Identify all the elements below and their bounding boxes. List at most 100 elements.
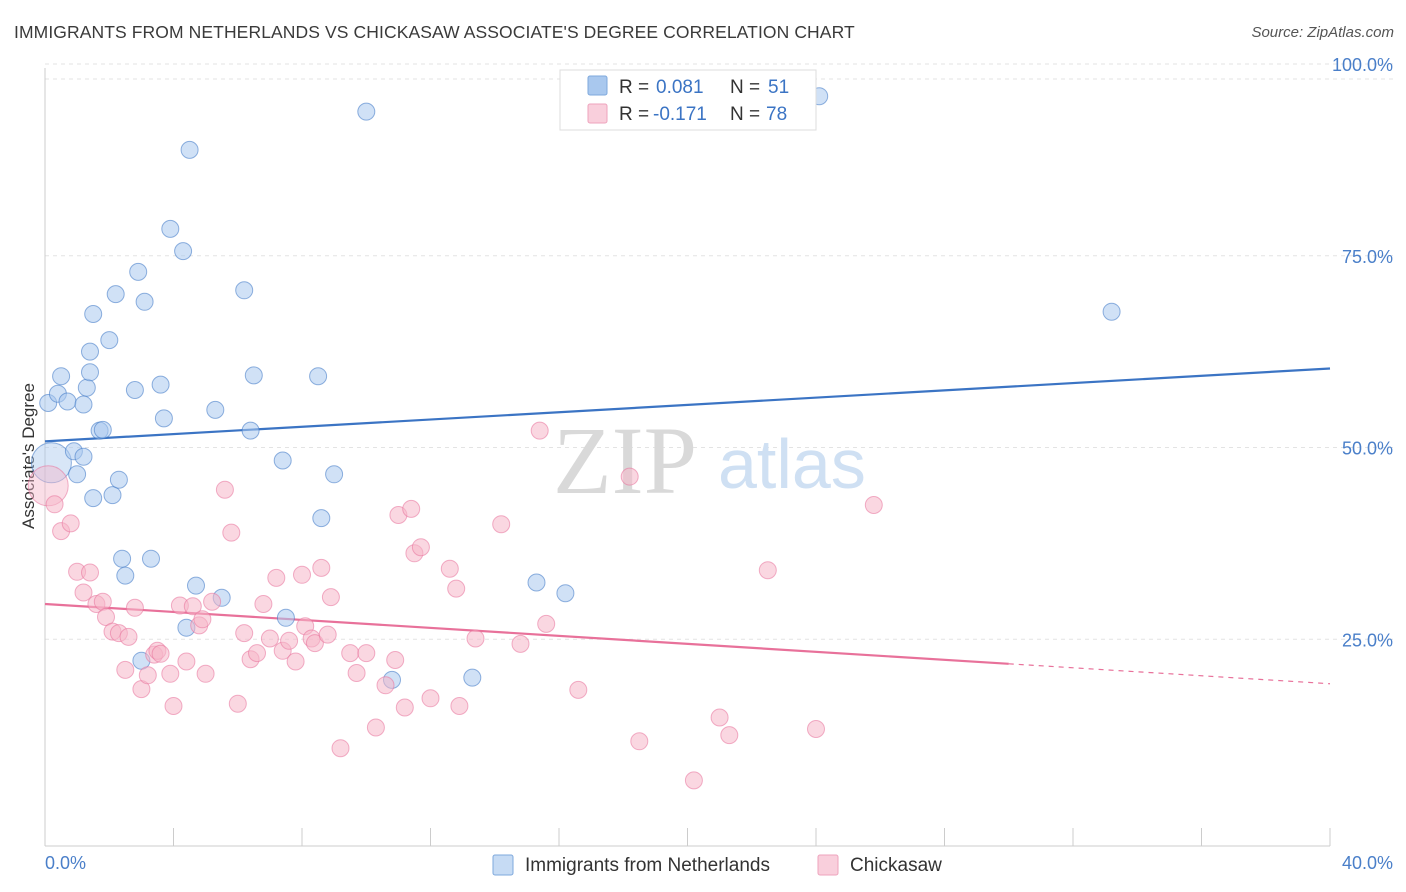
point-netherlands [357, 102, 376, 121]
point-chickasaw [511, 634, 530, 653]
point-chickasaw [228, 694, 247, 713]
point-netherlands [74, 447, 93, 466]
legend-n-value-blue: 51 [768, 77, 789, 98]
bottom-legend-label-pink: Chickasaw [850, 855, 942, 876]
point-chickasaw [267, 568, 286, 587]
point-chickasaw [119, 627, 138, 646]
point-netherlands [74, 395, 93, 414]
point-netherlands [161, 219, 180, 238]
point-netherlands [100, 331, 119, 350]
point-netherlands [244, 366, 263, 385]
point-netherlands [174, 242, 193, 261]
point-chickasaw [386, 651, 405, 669]
y-tick-label: 100.0% [1332, 55, 1393, 75]
point-chickasaw [254, 595, 273, 613]
point-chickasaw [347, 664, 366, 682]
point-chickasaw [235, 624, 254, 643]
point-netherlands [180, 140, 199, 159]
point-chickasaw [318, 625, 337, 644]
point-netherlands [93, 420, 112, 439]
x-tick-label: 40.0% [1342, 853, 1393, 873]
point-netherlands [125, 381, 144, 399]
point-netherlands [235, 281, 254, 300]
watermark-zip: ZIP [553, 407, 697, 514]
y-tick-labels: 100.0% 75.0% 50.0% 25.0% [1332, 55, 1393, 650]
point-chickasaw [81, 563, 99, 582]
point-chickasaw [376, 676, 395, 695]
bottom-legend-swatch-pink [817, 854, 839, 876]
axes [44, 68, 1331, 847]
point-chickasaw [74, 583, 93, 602]
point-chickasaw [537, 614, 556, 633]
point-chickasaw [293, 565, 311, 584]
point-netherlands [68, 465, 87, 484]
point-chickasaw [684, 771, 703, 790]
x-tick-labels: 0.0% 40.0% [45, 853, 1393, 873]
point-netherlands [103, 486, 122, 505]
point-chickasaw [183, 597, 202, 616]
point-chickasaw [630, 732, 649, 751]
point-chickasaw [248, 644, 266, 663]
watermark: ZIP atlas [553, 407, 866, 514]
point-chickasaw [177, 652, 196, 671]
point-netherlands [325, 465, 344, 484]
point-chickasaw [569, 680, 588, 699]
point-chickasaw [357, 644, 376, 663]
point-netherlands [187, 576, 205, 595]
grid-lines [45, 63, 1395, 640]
point-chickasaw [321, 588, 340, 607]
point-netherlands [206, 400, 225, 419]
point-netherlands [1102, 302, 1121, 321]
point-chickasaw [395, 698, 414, 717]
legend-r-value-blue: 0.081 [656, 77, 704, 98]
point-chickasaw [151, 644, 170, 663]
point-netherlands [81, 342, 99, 361]
point-netherlands [276, 608, 295, 627]
point-chickasaw [341, 644, 360, 663]
y-axis-title: Associate's Degree [19, 383, 38, 529]
x-tick-label: 0.0% [45, 853, 86, 873]
source-label: Source: ZipAtlas.com [1251, 24, 1394, 41]
legend-n-value-pink: 78 [766, 104, 787, 125]
point-chickasaw [116, 660, 135, 679]
point-chickasaw [215, 480, 234, 499]
point-netherlands [135, 292, 154, 311]
trend-line-pink-extension [1008, 663, 1331, 685]
point-netherlands [116, 566, 135, 585]
point-netherlands [151, 375, 170, 394]
point-netherlands [463, 668, 482, 687]
point-netherlands [129, 262, 148, 281]
point-netherlands [312, 509, 331, 528]
bottom-legend: Immigrants from Netherlands Chickasaw [492, 854, 942, 876]
point-netherlands [142, 549, 160, 568]
point-netherlands [106, 285, 125, 304]
point-netherlands [273, 451, 292, 470]
point-chickasaw [45, 495, 64, 514]
point-netherlands [52, 367, 71, 386]
point-netherlands [84, 489, 103, 508]
point-chickasaw [196, 664, 215, 683]
point-netherlands [113, 549, 132, 568]
point-chickasaw [447, 579, 466, 598]
point-chickasaw [331, 739, 350, 758]
point-chickasaw [280, 631, 299, 650]
point-netherlands [154, 409, 173, 428]
point-netherlands [81, 363, 99, 382]
point-chickasaw [421, 689, 440, 708]
bottom-legend-swatch-blue [492, 854, 514, 876]
y-tick-label: 25.0% [1342, 630, 1393, 650]
point-chickasaw [807, 720, 825, 738]
data-points [27, 87, 1121, 790]
point-netherlands [58, 392, 77, 411]
point-chickasaw [402, 499, 421, 518]
point-netherlands [309, 367, 328, 386]
point-netherlands [77, 378, 96, 397]
point-chickasaw [260, 629, 279, 648]
legend-r-label-blue: R = [619, 77, 649, 98]
point-chickasaw [492, 515, 511, 534]
legend-n-label-pink: N = [730, 104, 760, 125]
point-chickasaw [411, 538, 430, 557]
point-chickasaw [286, 652, 305, 671]
point-chickasaw [530, 421, 549, 440]
